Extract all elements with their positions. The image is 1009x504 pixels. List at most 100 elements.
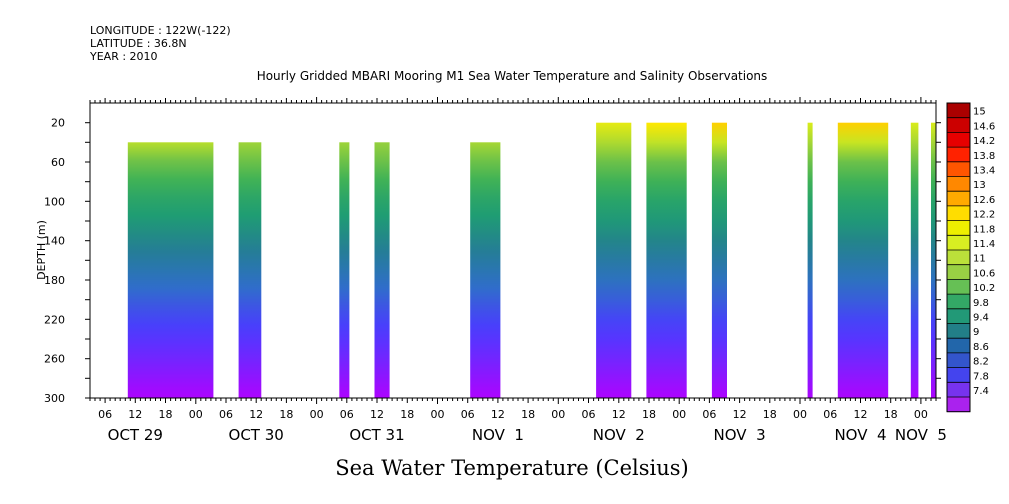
x-hour-label: 12: [128, 408, 142, 421]
x-hour-label: 06: [582, 408, 596, 421]
colorbar-label: 13.4: [973, 166, 995, 177]
colorbar-label: 8.2: [973, 357, 989, 368]
x-date-label: OCT 29: [108, 426, 163, 444]
colorbar-swatch: [947, 220, 970, 236]
colorbar-swatch: [947, 161, 970, 177]
x-hour-label: 18: [400, 408, 414, 421]
x-hour-label: 12: [491, 408, 505, 421]
x-hour-label: 06: [461, 408, 475, 421]
data-segment: [646, 122, 687, 398]
y-tick-label: 180: [44, 274, 65, 287]
colorbar-label: 14.2: [973, 136, 995, 147]
axis-ticks: [85, 97, 941, 404]
x-hour-label: 06: [702, 408, 716, 421]
x-hour-label: 12: [612, 408, 626, 421]
data-segments: [127, 122, 936, 398]
data-segment: [596, 122, 632, 398]
colorbar-label: 9.4: [973, 313, 989, 324]
colorbar-swatch: [947, 352, 970, 368]
colorbar-swatch: [947, 191, 970, 207]
colorbar-label: 10.6: [973, 268, 995, 279]
year-label: YEAR : 2010: [89, 50, 158, 63]
colorbar-frame: [946, 102, 971, 413]
colorbar-label: 14.6: [973, 121, 995, 132]
colorbar: 15 14.6 14.2 13.8 13.4 13 12.6 12.2 11.8 11.4 11 10…: [946, 102, 995, 413]
data-segment: [837, 122, 889, 398]
colorbar-swatch: [947, 294, 970, 310]
chart-title: Hourly Gridded MBARI Mooring M1 Sea Wate…: [257, 69, 768, 83]
colorbar-label: 15: [973, 107, 986, 118]
x-hour-label: 12: [370, 408, 384, 421]
colorbar-label: 11: [973, 254, 986, 265]
colorbar-label: 9.8: [973, 298, 989, 309]
y-tick-label: 20: [51, 117, 65, 130]
y-tick-label: 300: [44, 392, 65, 405]
x-date-labels: OCT 29 OCT 30 OCT 31 NOV 1 NOV 2 NOV 3 NOV 4 NO…: [108, 426, 947, 444]
x-hour-label: 06: [219, 408, 233, 421]
data-segment: [711, 122, 727, 398]
x-axis-label: Sea Water Temperature (Celsius): [335, 456, 689, 480]
y-tick-label: 100: [44, 195, 65, 208]
colorbar-swatch: [947, 308, 970, 324]
data-segment: [931, 122, 936, 398]
latitude-label: LATITUDE : 36.8N: [90, 37, 187, 50]
x-date-label: NOV 1: [472, 426, 524, 444]
x-hour-label: 00: [793, 408, 807, 421]
x-hour-label: 18: [884, 408, 898, 421]
colorbar-swatch: [947, 397, 970, 413]
colorbar-label: 12.6: [973, 195, 995, 206]
x-hour-label: 18: [763, 408, 777, 421]
colorbar-swatch: [947, 338, 970, 354]
x-hour-label: 18: [159, 408, 173, 421]
x-hour-label: 12: [249, 408, 263, 421]
colorbar-label: 7.8: [973, 371, 989, 382]
x-hour-label: 00: [189, 408, 203, 421]
longitude-label: LONGITUDE : 122W(-122): [90, 24, 231, 37]
y-tick-label: 260: [44, 353, 65, 366]
x-hour-label: 00: [431, 408, 445, 421]
colorbar-label: 12.2: [973, 210, 995, 221]
data-segment: [470, 142, 501, 398]
colorbar-swatch: [947, 382, 970, 398]
x-date-label: NOV 3: [714, 426, 766, 444]
y-axis-label: DEPTH (m): [35, 220, 48, 280]
colorbar-label: 13.8: [973, 151, 995, 162]
colorbar-swatch: [947, 103, 970, 119]
x-hour-label: 06: [823, 408, 837, 421]
x-date-label: NOV 4: [834, 426, 886, 444]
colorbar-label: 7.4: [973, 386, 989, 397]
colorbar-swatch: [947, 205, 970, 221]
colorbar-swatch: [947, 147, 970, 163]
colorbar-swatch: [947, 117, 970, 133]
x-hour-label: 18: [642, 408, 656, 421]
y-tick-label: 60: [51, 156, 65, 169]
colorbar-label: 11.4: [973, 239, 995, 250]
x-hour-label: 18: [279, 408, 293, 421]
x-hour-label: 00: [914, 408, 928, 421]
data-segment: [238, 142, 262, 398]
y-tick-label: 220: [44, 313, 65, 326]
x-hour-label: 18: [521, 408, 535, 421]
x-hour-label: 00: [310, 408, 324, 421]
x-date-label: NOV 2: [593, 426, 645, 444]
colorbar-swatch: [947, 279, 970, 295]
y-tick-label: 140: [44, 235, 65, 248]
x-hour-label: 06: [98, 408, 112, 421]
colorbar-label: 10.2: [973, 283, 995, 294]
x-hour-labels: 06 12 18 00 06 12 18 00 06 12 18 00 06 12 18 00 06 12 18 00…: [98, 408, 928, 421]
colorbar-label: 9: [973, 327, 979, 338]
data-segment: [374, 142, 390, 398]
colorbar-swatch: [947, 264, 970, 280]
colorbar-swatch: [947, 323, 970, 339]
data-segment: [339, 142, 350, 398]
colorbar-label: 11.8: [973, 224, 995, 235]
x-date-label: OCT 30: [229, 426, 284, 444]
colorbar-label: 13: [973, 180, 986, 191]
x-hour-label: 00: [551, 408, 565, 421]
data-segment: [807, 122, 813, 398]
colorbar-swatch: [947, 250, 970, 266]
x-hour-label: 00: [672, 408, 686, 421]
x-hour-label: 12: [733, 408, 747, 421]
colorbar-swatch: [947, 132, 970, 148]
